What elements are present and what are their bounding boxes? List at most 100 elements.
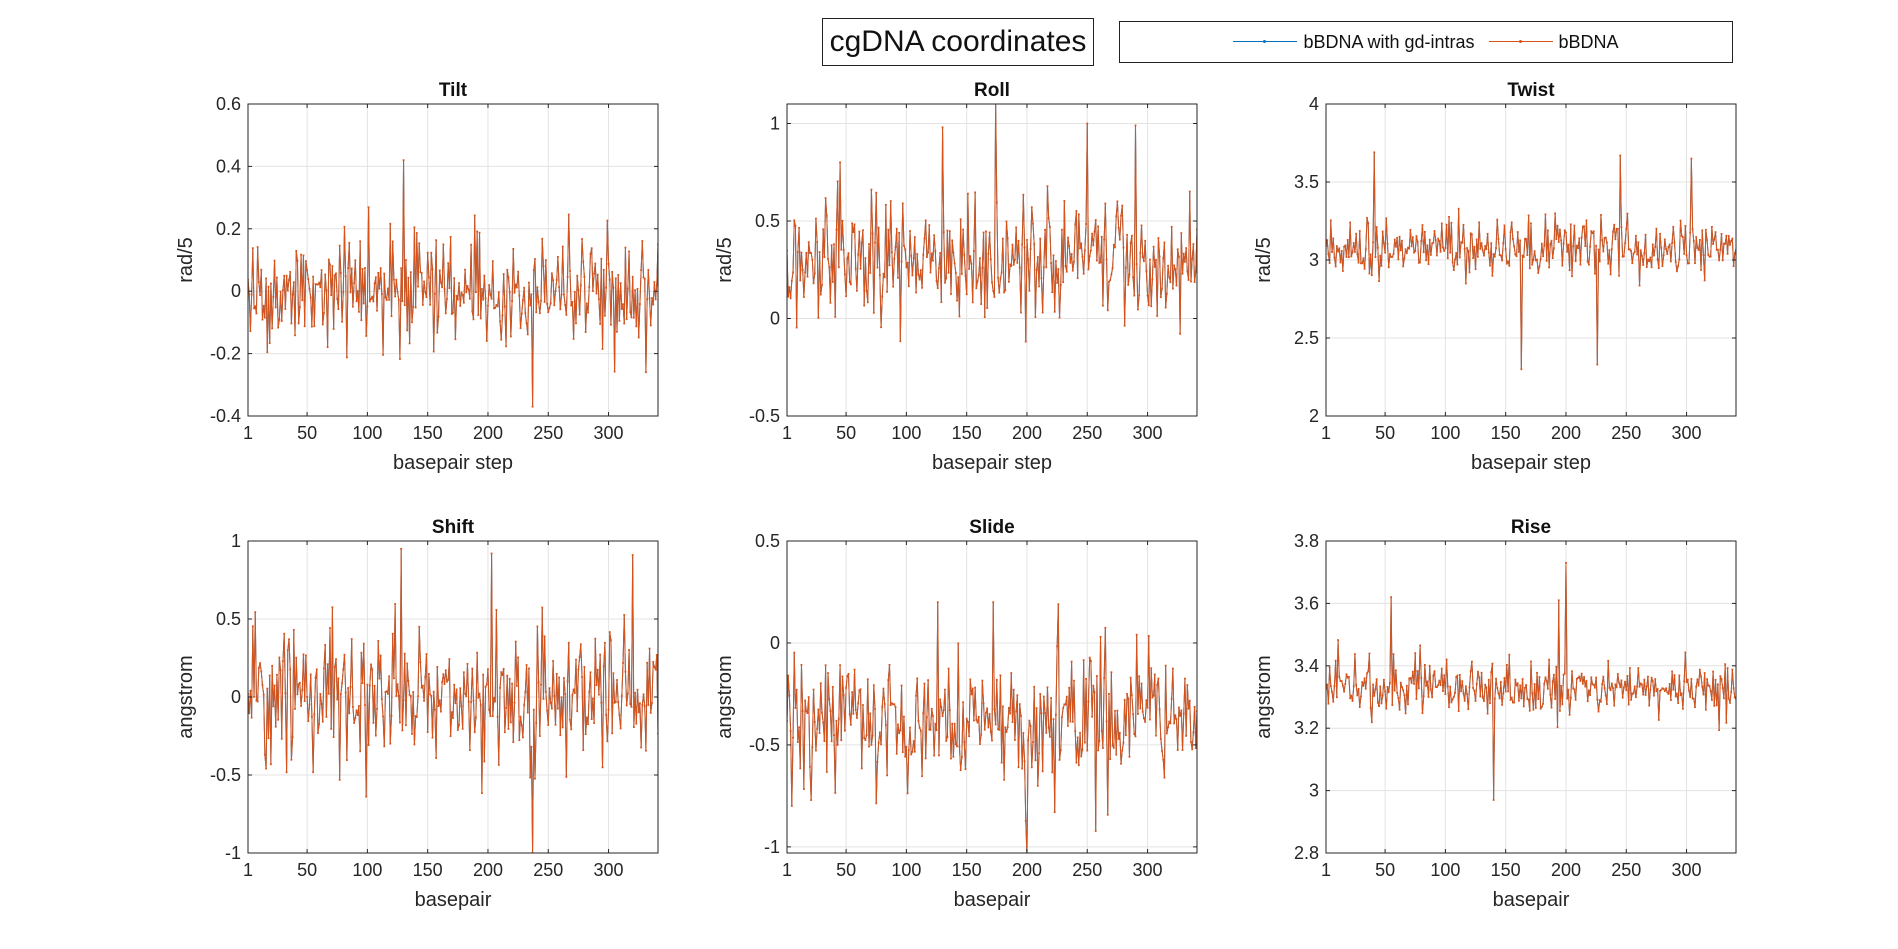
data-point xyxy=(315,283,318,286)
data-point xyxy=(472,699,475,702)
data-point xyxy=(1596,698,1599,701)
data-point xyxy=(807,696,810,699)
data-point xyxy=(1653,254,1655,257)
data-point xyxy=(536,625,539,628)
data-point xyxy=(794,707,797,709)
data-point xyxy=(1146,294,1149,297)
data-point xyxy=(614,701,617,703)
data-point xyxy=(1181,749,1184,751)
data-point xyxy=(1126,233,1128,236)
data-point xyxy=(1127,697,1130,700)
data-point xyxy=(1661,265,1664,268)
data-point xyxy=(1056,645,1059,648)
data-point xyxy=(1076,277,1079,280)
data-point xyxy=(1156,683,1159,686)
data-point xyxy=(286,649,289,652)
data-point xyxy=(1684,225,1687,227)
data-point xyxy=(604,641,606,644)
data-point xyxy=(472,318,475,321)
data-point xyxy=(1169,281,1172,284)
data-point xyxy=(1074,223,1077,226)
data-point xyxy=(484,297,487,300)
data-point xyxy=(530,293,533,296)
data-point xyxy=(1730,691,1733,694)
data-point xyxy=(1537,272,1540,274)
data-point xyxy=(1618,681,1620,684)
data-point xyxy=(257,667,260,669)
data-point xyxy=(1097,749,1100,752)
data-point xyxy=(280,737,283,740)
data-point xyxy=(882,272,885,275)
data-point xyxy=(1035,707,1038,710)
data-point xyxy=(345,759,348,761)
data-point xyxy=(583,666,586,668)
data-point xyxy=(362,642,365,645)
data-point xyxy=(485,340,488,342)
data-point xyxy=(1004,726,1007,729)
data-point xyxy=(1594,686,1596,689)
data-point xyxy=(262,693,265,696)
data-point xyxy=(446,297,448,300)
data-point xyxy=(1439,684,1442,687)
data-point xyxy=(561,726,564,729)
data-point xyxy=(1188,190,1191,193)
y-tick-label: -0.5 xyxy=(749,406,780,426)
data-point xyxy=(573,692,576,694)
data-point xyxy=(1123,324,1126,327)
data-point xyxy=(1331,251,1333,253)
data-point xyxy=(384,691,387,693)
data-point xyxy=(1513,245,1516,248)
data-point xyxy=(1348,676,1350,678)
data-point xyxy=(1538,676,1541,678)
data-point xyxy=(1689,231,1692,234)
data-point xyxy=(917,273,920,276)
data-point xyxy=(1702,693,1705,696)
data-point xyxy=(294,707,296,710)
data-point xyxy=(821,711,823,714)
data-point xyxy=(1071,269,1074,272)
data-point xyxy=(655,654,658,656)
data-point xyxy=(1050,697,1052,699)
data-point xyxy=(249,689,252,692)
data-point xyxy=(1036,256,1039,258)
data-point xyxy=(1193,281,1196,283)
data-point xyxy=(1729,701,1731,704)
data-point xyxy=(1042,695,1045,698)
data-point xyxy=(795,326,798,329)
data-point xyxy=(478,692,481,695)
data-point xyxy=(365,334,368,337)
data-point xyxy=(1601,683,1604,686)
data-point xyxy=(973,719,975,722)
data-point xyxy=(979,743,981,745)
data-point xyxy=(1554,212,1557,215)
data-point xyxy=(579,284,582,287)
data-point xyxy=(524,691,527,693)
legend-item-gd-intras: bBDNA with gd-intras xyxy=(1233,32,1475,53)
data-point xyxy=(455,295,458,297)
data-point xyxy=(296,693,299,696)
data-point xyxy=(900,260,903,263)
axes-box xyxy=(247,103,659,417)
data-point xyxy=(367,206,370,209)
data-point xyxy=(845,686,847,689)
data-point xyxy=(338,244,341,247)
data-point xyxy=(1479,247,1482,250)
data-point xyxy=(548,306,551,309)
data-point xyxy=(1631,262,1634,265)
data-point xyxy=(1334,659,1337,662)
data-point xyxy=(1713,704,1716,707)
data-point xyxy=(342,668,345,671)
data-point xyxy=(655,283,658,286)
data-point xyxy=(1654,246,1657,248)
data-point xyxy=(1551,680,1554,683)
data-point xyxy=(1607,659,1610,662)
data-point xyxy=(995,678,998,681)
data-point xyxy=(1492,799,1495,801)
data-point xyxy=(1566,250,1569,253)
data-point xyxy=(454,702,457,705)
data-point xyxy=(579,643,582,646)
data-point xyxy=(325,715,328,718)
data-point xyxy=(501,674,504,676)
data-point xyxy=(1094,830,1097,832)
data-point xyxy=(1717,248,1719,251)
